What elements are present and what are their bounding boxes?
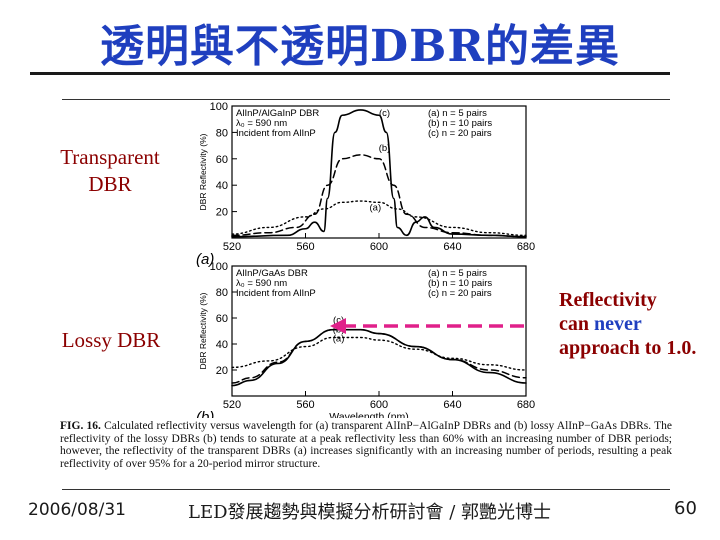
legend-left-entry: λ₀ = 590 nm (236, 278, 287, 289)
curve-label: (a) (333, 333, 345, 344)
figure-caption: FIG. 16. Calculated reflectivity versus … (60, 420, 672, 470)
y-tick-label: 80 (216, 127, 228, 139)
panel-a-chart: 20 40 60 80 100 520 560 600 640 680 DBR Reflectivi… (196, 101, 535, 268)
footer-seminar: LED發展趨勢與模擬分析研討會 / 郭艷光博士 (188, 502, 552, 523)
y-axis-label: DBR Reflectivity (%) (198, 133, 208, 210)
slide-title: 透明與不透明DBR的差異 (100, 21, 620, 72)
y-tick-label: 100 (210, 101, 228, 113)
series-line-solid (231, 328, 527, 387)
x-tick-label: 680 (517, 241, 535, 253)
x-tick-label: 560 (296, 399, 314, 411)
anno-never: never (594, 313, 642, 335)
curve-label: (a) (370, 202, 382, 213)
x-axis-label: Wavelength (nm) (329, 411, 409, 418)
y-tick-label: 60 (216, 154, 228, 166)
top-rule (62, 99, 670, 100)
transparent-dbr-label: Transparent DBR (60, 145, 160, 196)
x-tick-label: 520 (223, 399, 241, 411)
legend-right-entry: (a) n = 5 pairs (428, 108, 487, 119)
y-tick-label: 20 (216, 365, 228, 377)
lossy-dbr-label: Lossy DBR (61, 328, 161, 352)
y-tick-label: 40 (216, 180, 228, 192)
arrow-head (330, 318, 346, 334)
page-number: 60 (674, 498, 697, 519)
y-tick-label: 20 (216, 207, 228, 219)
x-tick-label: 680 (517, 399, 535, 411)
legend-left-entry: AlInP/GaAs DBR (236, 268, 308, 279)
curve-label: (c) (379, 108, 390, 119)
panel-b-chart: 20 40 60 80 100 520 560 600 640 680 DBR Reflectivi… (196, 261, 535, 418)
y-tick-label: 40 (216, 339, 228, 351)
anno-reflectivity: Reflectivity (559, 289, 657, 311)
bottom-rule (62, 489, 670, 490)
series-line-dashed (231, 328, 527, 384)
caption-text: Calculated reflectivity versus wavelengt… (60, 420, 673, 470)
panel-label: (a) (196, 251, 214, 268)
y-tick-label: 80 (216, 287, 228, 299)
x-tick-label: 640 (443, 241, 461, 253)
legend-right-entry: (c) n = 20 pairs (428, 128, 492, 139)
anno-can: can (559, 313, 589, 335)
series-line-dotted (231, 200, 527, 237)
curve-label: (b) (379, 143, 391, 154)
x-tick-label: 600 (370, 399, 388, 411)
x-tick-label: 640 (443, 399, 461, 411)
legend-right-entry: (c) n = 20 pairs (428, 288, 492, 299)
x-tick-label: 600 (370, 241, 388, 253)
caption-fig-label: FIG. 16. (60, 420, 101, 432)
reflectivity-annotation: Reflectivity can never approach to 1.0. (559, 288, 709, 360)
series-line-solid (231, 109, 527, 238)
legend-right-entry: (b) n = 10 pairs (428, 118, 492, 129)
title-underline (30, 72, 670, 75)
series-line-dashed (231, 154, 527, 238)
legend-right-entry: (b) n = 10 pairs (428, 278, 492, 289)
reflectivity-figure: 20 40 60 80 100 520 560 600 640 680 DBR Reflectivi… (196, 101, 535, 418)
x-tick-label: 560 (296, 241, 314, 253)
series-line-dotted (231, 336, 527, 371)
x-tick-label: 520 (223, 241, 241, 253)
legend-left-entry: Incident from AlInP (236, 128, 316, 139)
y-axis-label: DBR Reflectivity (%) (198, 292, 208, 369)
y-tick-label: 60 (216, 313, 228, 325)
footer-date: 2006/08/31 (28, 500, 126, 520)
curve-label: (c) (333, 315, 344, 326)
legend-right-entry: (a) n = 5 pairs (428, 268, 487, 279)
y-tick-label: 100 (210, 261, 228, 273)
legend-left-entry: λ₀ = 590 nm (236, 118, 287, 129)
reflectivity-arrow (330, 318, 524, 334)
legend-left-entry: AlInP/AlGaInP DBR (236, 108, 319, 119)
anno-approach: approach to 1.0. (559, 337, 697, 359)
panel-label: (b) (196, 409, 214, 418)
legend-left-entry: Incident from AlInP (236, 288, 316, 299)
